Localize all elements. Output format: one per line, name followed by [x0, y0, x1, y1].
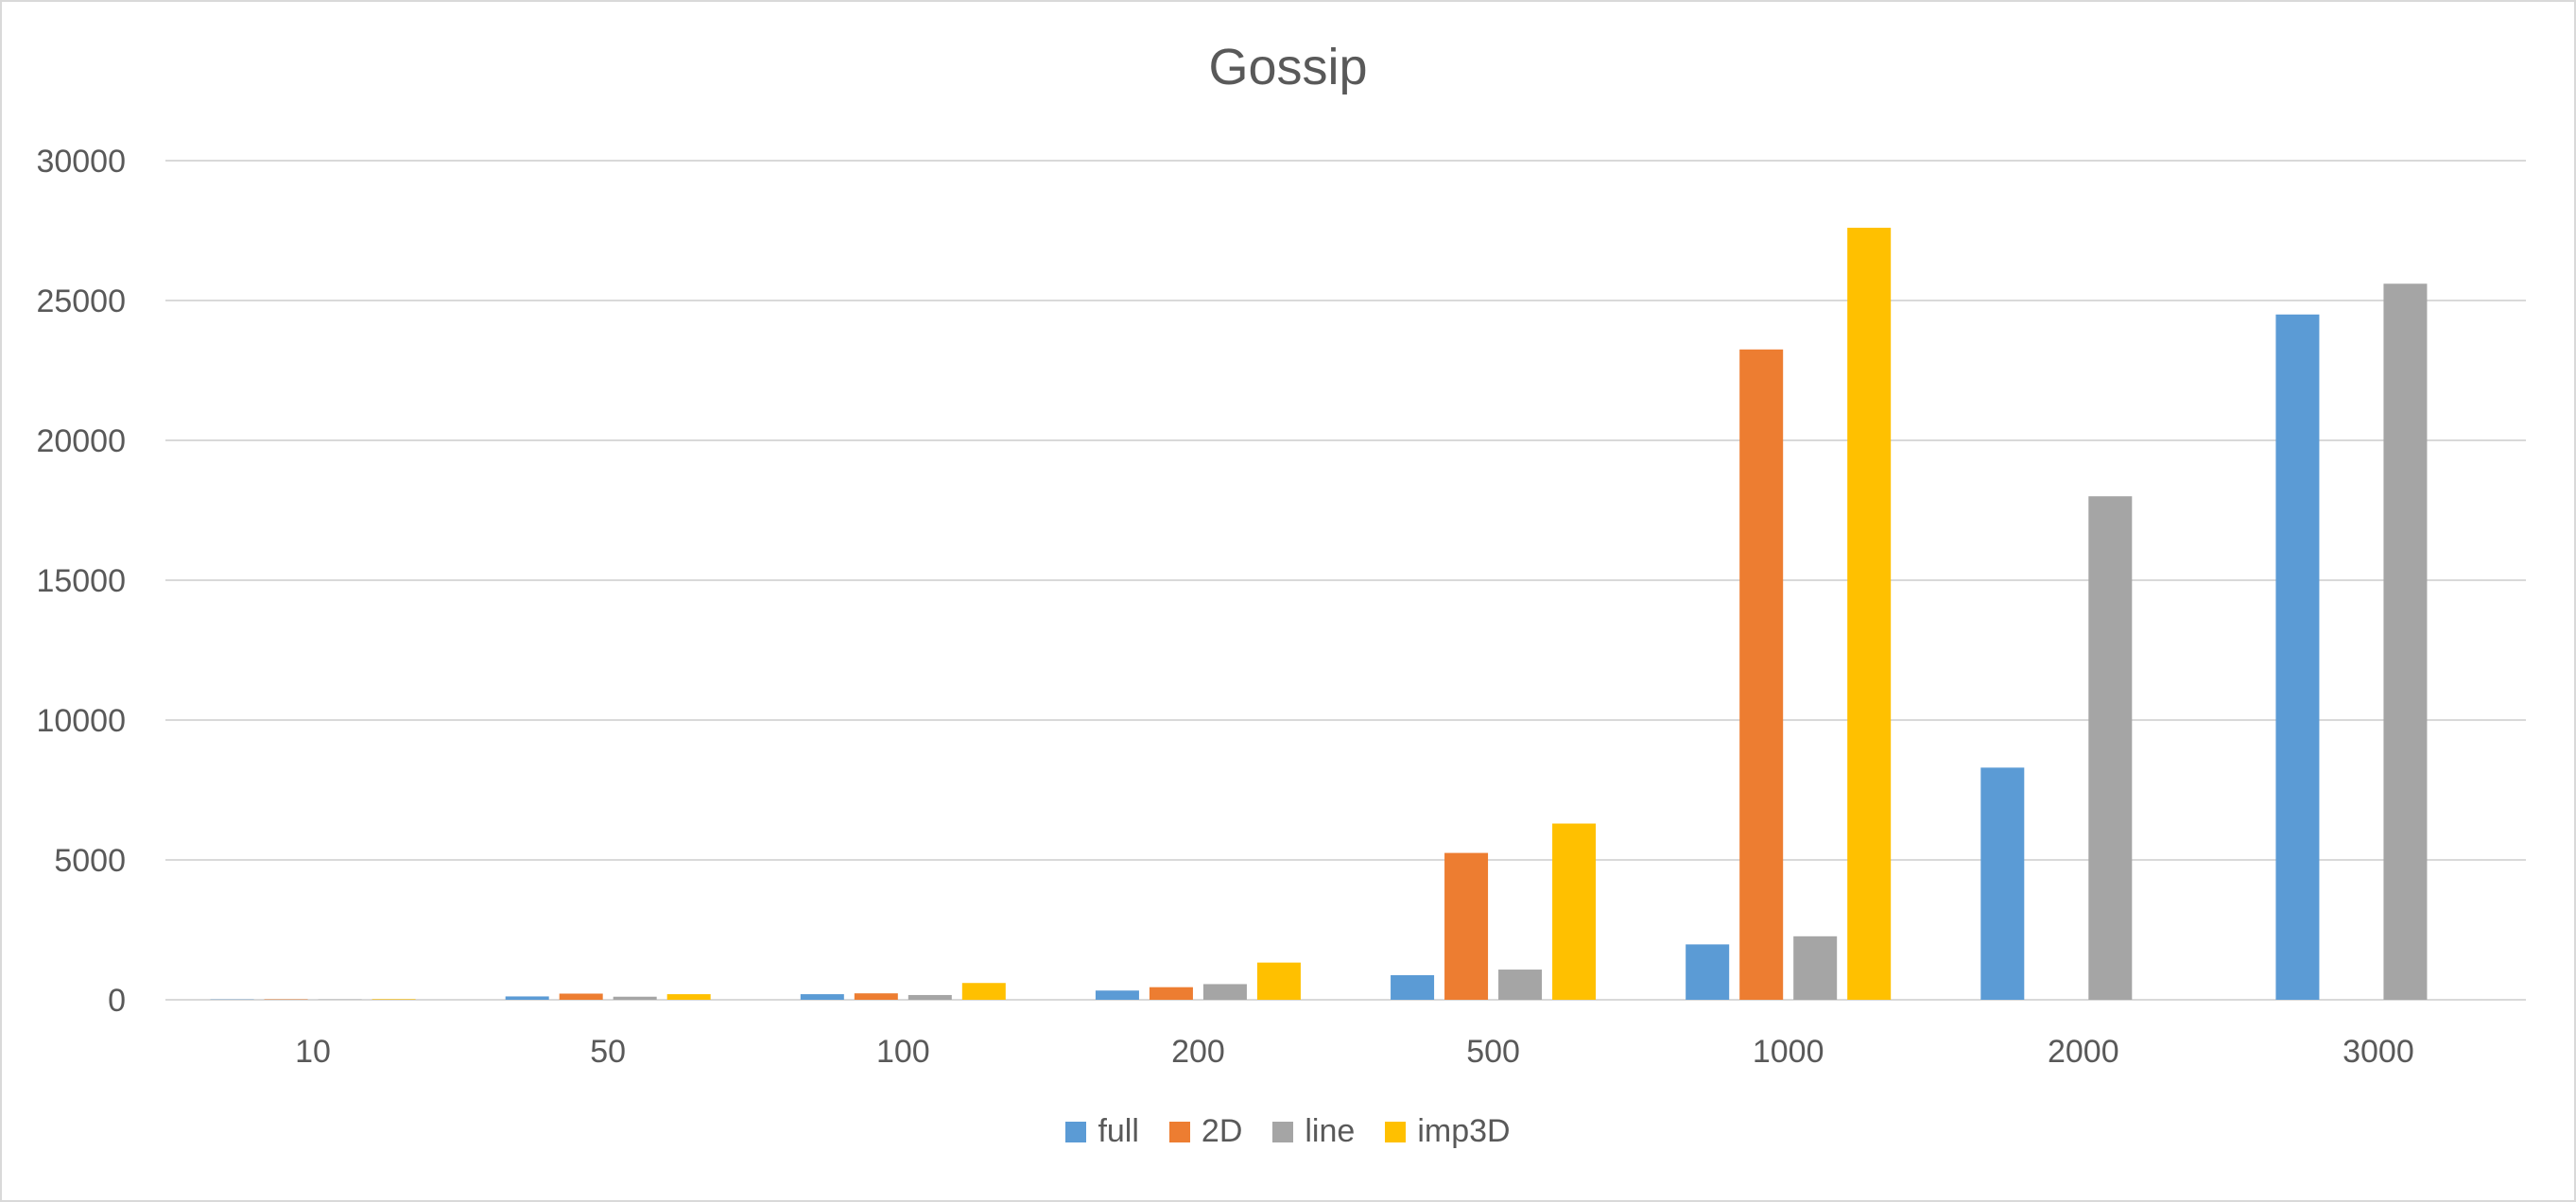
bars — [210, 228, 2428, 1001]
y-tick-label: 25000 — [36, 283, 126, 319]
bar-line-100 — [908, 994, 952, 1000]
legend-label: imp3D — [1417, 1113, 1511, 1149]
legend-swatch — [1385, 1121, 1407, 1142]
bar-imp3D-500 — [1552, 823, 1597, 1000]
x-tick-label: 100 — [876, 1034, 930, 1070]
legend-item-imp3D: imp3D — [1385, 1113, 1511, 1150]
bar-imp3D-100 — [961, 983, 1006, 1000]
bar-line-3000 — [2383, 283, 2428, 1000]
bar-imp3D-1000 — [1847, 228, 1892, 1001]
bar-line-200 — [1202, 984, 1247, 1000]
bar-line-50 — [613, 996, 657, 1000]
bar-full-100 — [800, 994, 844, 1000]
bar-line-1000 — [1793, 936, 1838, 1000]
bar-2D-100 — [854, 993, 898, 1000]
bar-imp3D-200 — [1256, 962, 1301, 1000]
bar-full-1000 — [1686, 944, 1730, 1000]
legend-label: 2D — [1201, 1113, 1243, 1149]
bar-2D-1000 — [1739, 349, 1784, 1000]
legend-swatch — [1065, 1121, 1087, 1142]
legend-label: line — [1305, 1113, 1356, 1149]
bar-full-500 — [1391, 974, 1435, 1000]
y-tick-label: 10000 — [36, 703, 126, 739]
y-tick-label: 0 — [108, 983, 126, 1019]
legend-swatch — [1168, 1121, 1190, 1142]
legend-item-full: full — [1065, 1113, 1139, 1150]
bar-full-3000 — [2275, 314, 2320, 1000]
legend-label: full — [1098, 1113, 1139, 1149]
y-tick-label: 5000 — [54, 843, 126, 879]
y-tick-label: 20000 — [36, 423, 126, 459]
x-tick-label: 200 — [1171, 1034, 1225, 1070]
x-tick-label: 3000 — [2343, 1034, 2414, 1070]
bar-line-500 — [1498, 970, 1543, 1000]
bar-full-50 — [505, 996, 549, 1000]
legend-item-2D: 2D — [1168, 1113, 1243, 1150]
y-tick-label: 30000 — [36, 144, 126, 180]
bar-2D-50 — [559, 993, 603, 1000]
bar-2D-500 — [1444, 852, 1489, 1000]
bar-imp3D-50 — [666, 994, 711, 1000]
bar-line-2000 — [2088, 496, 2133, 1000]
bar-full-2000 — [1980, 767, 2025, 1000]
x-tick-label: 10 — [295, 1034, 331, 1070]
x-tick-label: 50 — [590, 1034, 626, 1070]
x-tick-label: 2000 — [2048, 1034, 2119, 1070]
y-axis-ticks: 0 5000 10000 15000 20000 25000 30000 — [36, 144, 126, 1019]
legend-item-line: line — [1272, 1113, 1355, 1150]
y-tick-label: 15000 — [36, 563, 126, 599]
chart-title: Gossip — [1208, 39, 1368, 95]
bar-imp3D-10 — [372, 999, 416, 1000]
chart-legend: full 2D line imp3D — [0, 1113, 2576, 1150]
bar-full-200 — [1095, 990, 1139, 1000]
x-tick-label: 500 — [1466, 1034, 1520, 1070]
x-tick-label: 1000 — [1753, 1034, 1824, 1070]
bar-2D-200 — [1149, 987, 1193, 1000]
x-axis-ticks: 10 50 100 200 500 1000 2000 3000 — [295, 1034, 2414, 1070]
gridlines — [165, 160, 2526, 1001]
legend-swatch — [1272, 1121, 1294, 1142]
